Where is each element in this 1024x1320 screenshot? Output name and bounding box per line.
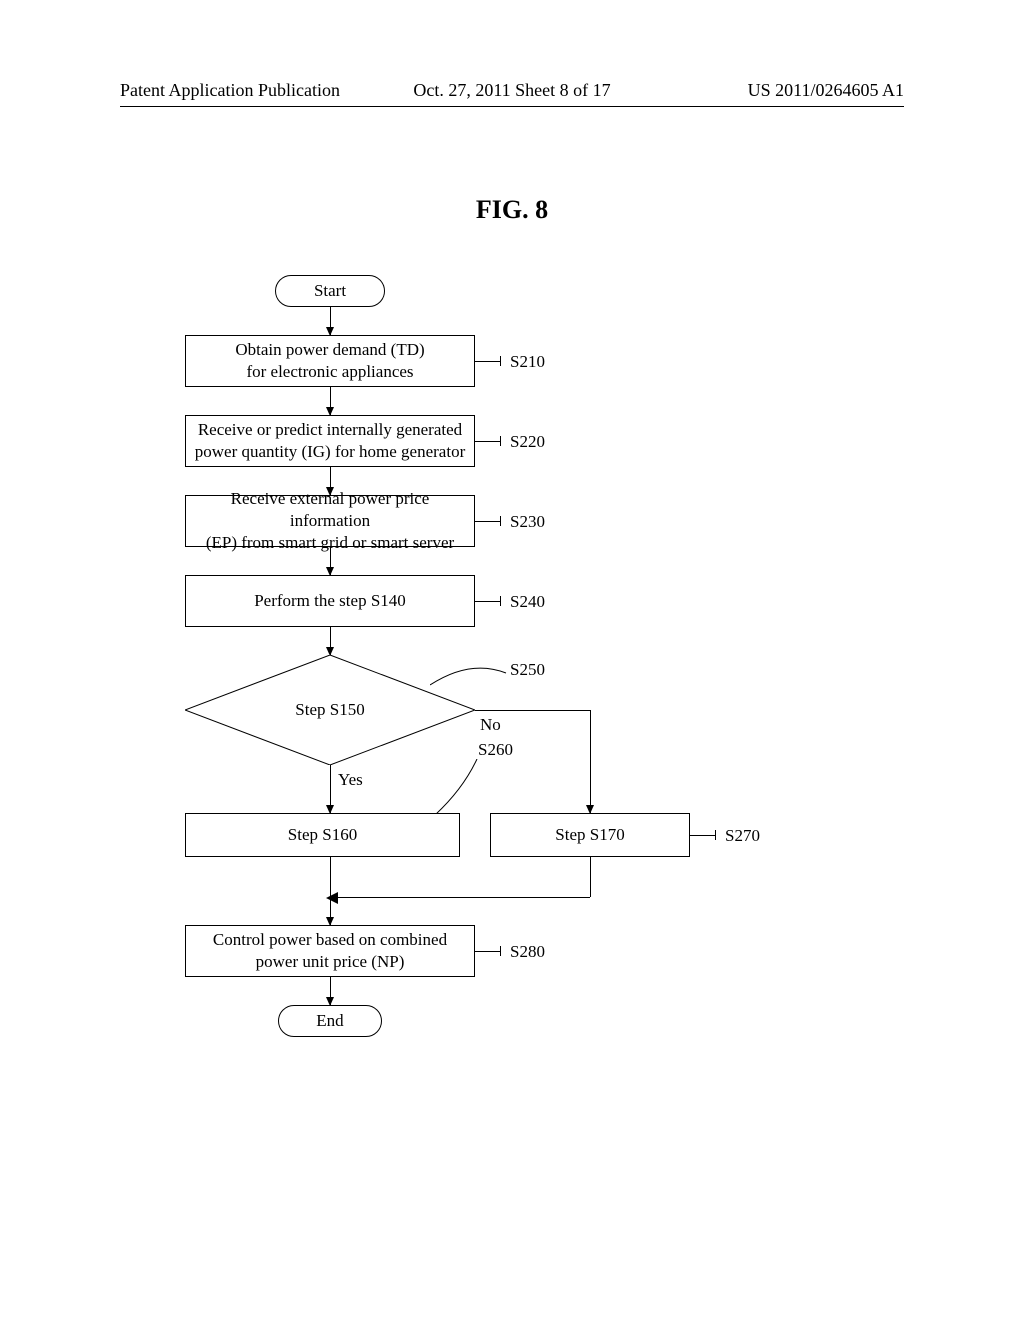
label-s220: S220 (510, 432, 545, 452)
leader-s240 (475, 601, 501, 602)
header-right: US 2011/0264605 A1 (748, 80, 904, 101)
node-start: Start (275, 275, 385, 307)
flowchart: Start Obtain power demand (TD) for elect… (0, 275, 1024, 1275)
line-s250-right (475, 710, 590, 711)
node-s280-text: Control power based on combined power un… (213, 929, 447, 973)
leader-s220 (475, 441, 501, 442)
node-end-label: End (316, 1011, 343, 1031)
node-s270-text: Step S170 (555, 824, 624, 846)
figure-label: FIG. 8 (476, 195, 548, 225)
tick-s240 (500, 596, 501, 606)
node-s210: Obtain power demand (TD) for electronic … (185, 335, 475, 387)
arrow-s280-end (330, 977, 331, 1005)
leader-s280 (475, 951, 501, 952)
line-merge-join (330, 897, 590, 898)
arrow-s240-s250 (330, 627, 331, 655)
label-s230: S230 (510, 512, 545, 532)
tick-s220 (500, 436, 501, 446)
label-s250: S250 (510, 660, 545, 680)
leader-s230 (475, 521, 501, 522)
node-s210-text: Obtain power demand (TD) for electronic … (235, 339, 424, 383)
node-end: End (278, 1005, 382, 1037)
line-s270-down (590, 857, 591, 897)
node-start-label: Start (314, 281, 346, 301)
node-s260-text: Step S160 (288, 824, 357, 846)
arrow-start-s210 (330, 307, 331, 335)
leader-s260 (435, 759, 490, 819)
tick-s210 (500, 356, 501, 366)
node-s280: Control power based on combined power un… (185, 925, 475, 977)
node-s230-text: Receive external power price information… (194, 488, 466, 554)
arrow-no-down (590, 710, 591, 813)
header-rule (120, 106, 904, 107)
arrow-merge-s280 (330, 897, 331, 925)
header-center: Oct. 27, 2011 Sheet 8 of 17 (413, 80, 610, 101)
arrow-s210-s220 (330, 387, 331, 415)
node-s260: Step S160 (185, 813, 460, 857)
label-s210: S210 (510, 352, 545, 372)
header-left: Patent Application Publication (120, 80, 340, 101)
page-header: Patent Application Publication Oct. 27, … (120, 80, 904, 101)
node-s230: Receive external power price information… (185, 495, 475, 547)
page: Patent Application Publication Oct. 27, … (0, 0, 1024, 1320)
node-s220-text: Receive or predict internally generated … (195, 419, 465, 463)
node-s220: Receive or predict internally generated … (185, 415, 475, 467)
label-s240: S240 (510, 592, 545, 612)
label-s270: S270 (725, 826, 760, 846)
arrow-s230-s240 (330, 547, 331, 575)
leader-s250 (430, 665, 510, 693)
edge-no: No (480, 715, 501, 735)
node-s240-text: Perform the step S140 (254, 590, 406, 612)
merge-arrowhead (326, 892, 340, 904)
tick-s270 (715, 830, 716, 840)
node-s270: Step S170 (490, 813, 690, 857)
label-s260: S260 (478, 740, 513, 760)
arrow-yes-down (330, 765, 331, 813)
tick-s280 (500, 946, 501, 956)
label-s280: S280 (510, 942, 545, 962)
line-merge-main (330, 857, 331, 897)
node-s240: Perform the step S140 (185, 575, 475, 627)
edge-yes: Yes (338, 770, 363, 790)
tick-s230 (500, 516, 501, 526)
leader-s210 (475, 361, 501, 362)
leader-s270 (690, 835, 716, 836)
